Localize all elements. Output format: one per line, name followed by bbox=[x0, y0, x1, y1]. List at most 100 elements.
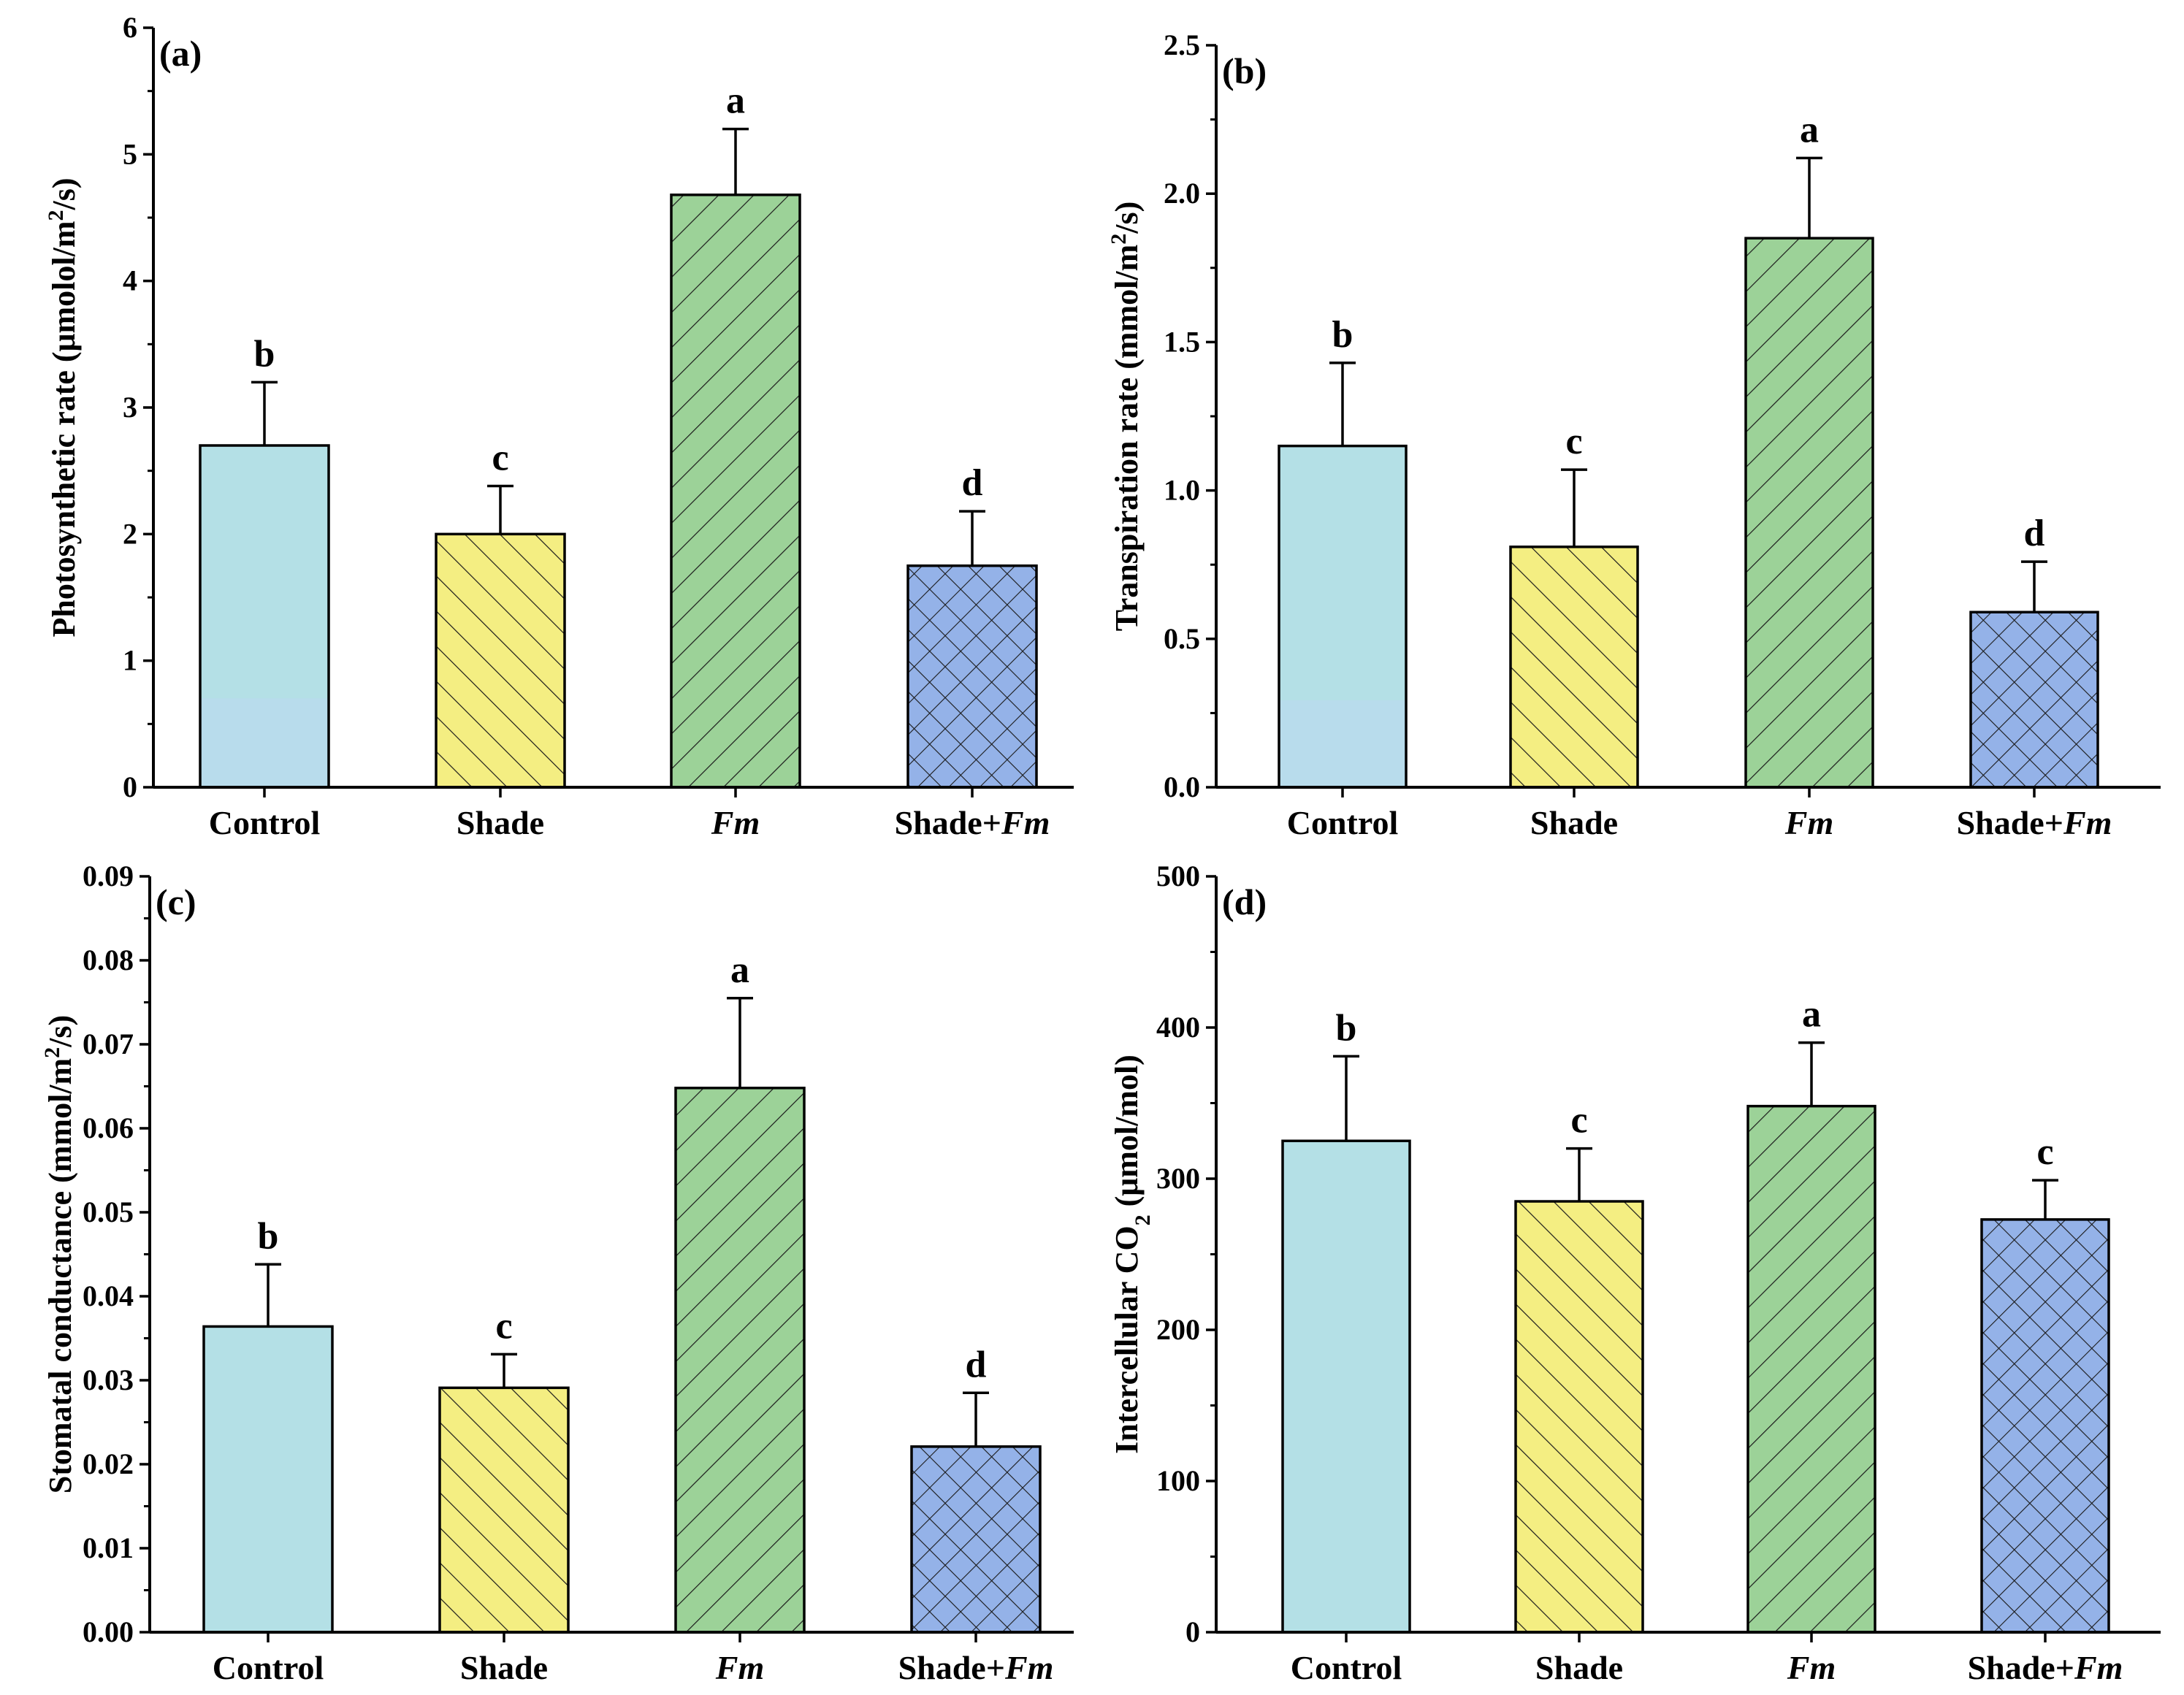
x-tick-label-shade: Shade bbox=[1535, 1649, 1623, 1686]
y-tick-label: 0.03 bbox=[83, 1363, 134, 1396]
error-bar-shade-fm bbox=[2021, 560, 2047, 613]
y-tick-label: 2.5 bbox=[1164, 28, 1200, 61]
error-bar-shade-fm bbox=[963, 1391, 989, 1447]
significance-label-shade-fm: d bbox=[962, 462, 983, 504]
y-tick-label: 2 bbox=[123, 517, 137, 550]
y-tick-label: 300 bbox=[1156, 1162, 1200, 1195]
significance-label-control: b bbox=[1336, 1007, 1357, 1049]
error-bar-shade-fm bbox=[2032, 1179, 2058, 1220]
significance-label-control: b bbox=[1332, 314, 1353, 356]
y-tick-label: 0.09 bbox=[83, 860, 134, 892]
bar-shade bbox=[435, 532, 566, 789]
y-tick-label: 1.0 bbox=[1164, 474, 1200, 507]
bar-control bbox=[1278, 444, 1408, 789]
y-tick-label: 0.01 bbox=[83, 1531, 134, 1564]
y-tick-label: 3 bbox=[123, 391, 137, 424]
significance-label-control: b bbox=[258, 1215, 279, 1257]
y-tick-label: 4 bbox=[123, 264, 137, 297]
axes bbox=[1210, 876, 2161, 1634]
y-tick-label: 6 bbox=[123, 11, 137, 44]
panel-d: b c a c 0 100 200 300 400 500 Control Shade Fm Shade+… bbox=[1109, 860, 2161, 1686]
axes bbox=[1210, 45, 2161, 789]
panel-a: b c a d 0 1 2 3 4 5 6 Control Shade Fm Shade+Fm Photosy… bbox=[44, 11, 1074, 841]
error-bar-shade bbox=[1566, 1147, 1592, 1202]
error-bar-control bbox=[255, 1263, 281, 1327]
panel-label: (b) bbox=[1222, 50, 1267, 91]
significance-label-fm: a bbox=[1800, 109, 1819, 150]
x-tick-label-control: Control bbox=[1291, 1649, 1402, 1686]
panel-c: b c a d 0.00 0.01 0.02 0.03 0.04 0.05 0.06 0.07 0.08… bbox=[40, 860, 1074, 1686]
error-bar-fm bbox=[1798, 1041, 1825, 1106]
y-tick-label: 500 bbox=[1156, 860, 1200, 892]
significance-label-shade: c bbox=[1565, 421, 1582, 462]
bar-fm bbox=[1746, 1104, 1876, 1634]
y-tick-label: 0 bbox=[123, 770, 137, 803]
x-tick-label-fm: Fm bbox=[711, 804, 760, 841]
error-bar-shade bbox=[1561, 468, 1587, 547]
y-tick-label: 1.5 bbox=[1164, 325, 1200, 358]
panel-label: (a) bbox=[159, 33, 202, 74]
y-tick-label: 0.02 bbox=[83, 1447, 134, 1480]
bar-shade bbox=[1514, 1200, 1644, 1634]
significance-label-fm: a bbox=[1802, 994, 1821, 1036]
y-tick-label: 0.04 bbox=[83, 1279, 134, 1312]
bar-shade-fm bbox=[906, 564, 1038, 789]
x-tick-label-fm: Fm bbox=[1787, 1649, 1836, 1686]
error-bar-control bbox=[1329, 361, 1356, 446]
y-axis-label: Transpiration rate (mmol/m2/s) bbox=[1107, 202, 1145, 632]
x-tick-label-control: Control bbox=[213, 1649, 324, 1686]
error-bar-fm bbox=[727, 997, 753, 1088]
significance-label-control: b bbox=[254, 333, 275, 375]
bar-fm bbox=[674, 1087, 806, 1634]
error-bar-shade-fm bbox=[959, 510, 985, 566]
y-tick-label: 0.07 bbox=[83, 1028, 134, 1060]
panel-label: (c) bbox=[156, 881, 196, 922]
x-tick-label-fm: Fm bbox=[1784, 804, 1833, 841]
y-tick-label: 0.0 bbox=[1164, 770, 1200, 803]
bar-control bbox=[199, 444, 330, 789]
significance-label-shade-fm: d bbox=[966, 1344, 987, 1385]
y-tick-label: 5 bbox=[123, 137, 137, 170]
error-bar-fm bbox=[722, 127, 749, 195]
bar-fm bbox=[1744, 237, 1874, 789]
error-bar-shade bbox=[491, 1352, 517, 1388]
y-tick-label: 0.06 bbox=[83, 1111, 134, 1144]
y-tick-label: 2.0 bbox=[1164, 177, 1200, 210]
bar-shade-fm bbox=[910, 1445, 1042, 1634]
x-tick-label-shade: Shade bbox=[1530, 804, 1618, 841]
y-axis-label: Photosynthetic rate (μmolol/m2/s) bbox=[44, 178, 83, 638]
y-tick-label: 0.05 bbox=[83, 1195, 134, 1228]
y-axis-label: Stomatal conductance (mmol/m2/s) bbox=[40, 1015, 79, 1493]
error-bar-control bbox=[251, 380, 278, 445]
panel-b: b c a d 0.0 0.5 1.0 1.5 2.0 2.5 Control Shade Fm Shad… bbox=[1107, 28, 2161, 841]
bar-shade-fm bbox=[1980, 1218, 2110, 1634]
error-bar-shade bbox=[487, 484, 513, 535]
significance-label-shade: c bbox=[492, 437, 508, 478]
y-tick-label: 200 bbox=[1156, 1313, 1200, 1346]
x-tick-label-shade-fm: Shade+Fm bbox=[898, 1649, 1054, 1686]
bar-control bbox=[202, 1325, 334, 1634]
significance-label-shade: c bbox=[1570, 1100, 1587, 1141]
significance-label-fm: a bbox=[730, 949, 749, 991]
y-tick-label: 0.00 bbox=[83, 1615, 134, 1648]
x-tick-label-control: Control bbox=[1287, 804, 1399, 841]
bar-shade-fm bbox=[1969, 611, 2099, 789]
significance-label-fm: a bbox=[726, 80, 745, 122]
significance-label-shade-fm: c bbox=[2036, 1131, 2053, 1173]
bar-shade bbox=[438, 1386, 570, 1634]
y-tick-label: 0.5 bbox=[1164, 622, 1200, 655]
x-tick-label-shade: Shade bbox=[457, 804, 544, 841]
x-tick-label-control: Control bbox=[209, 804, 321, 841]
y-tick-label: 400 bbox=[1156, 1011, 1200, 1044]
significance-label-shade: c bbox=[495, 1305, 512, 1347]
bar-shade bbox=[1509, 546, 1639, 789]
bar-control bbox=[1281, 1139, 1411, 1634]
x-tick-label-shade-fm: Shade+Fm bbox=[1968, 1649, 2123, 1686]
y-axis-label: Intercellular CO2 (μmol/mol) bbox=[1109, 1055, 1155, 1454]
axes bbox=[144, 876, 1074, 1634]
y-tick-label: 100 bbox=[1156, 1464, 1200, 1497]
error-bar-fm bbox=[1796, 156, 1822, 239]
x-tick-label-shade-fm: Shade+Fm bbox=[895, 804, 1050, 841]
y-tick-label: 0.08 bbox=[83, 944, 134, 976]
